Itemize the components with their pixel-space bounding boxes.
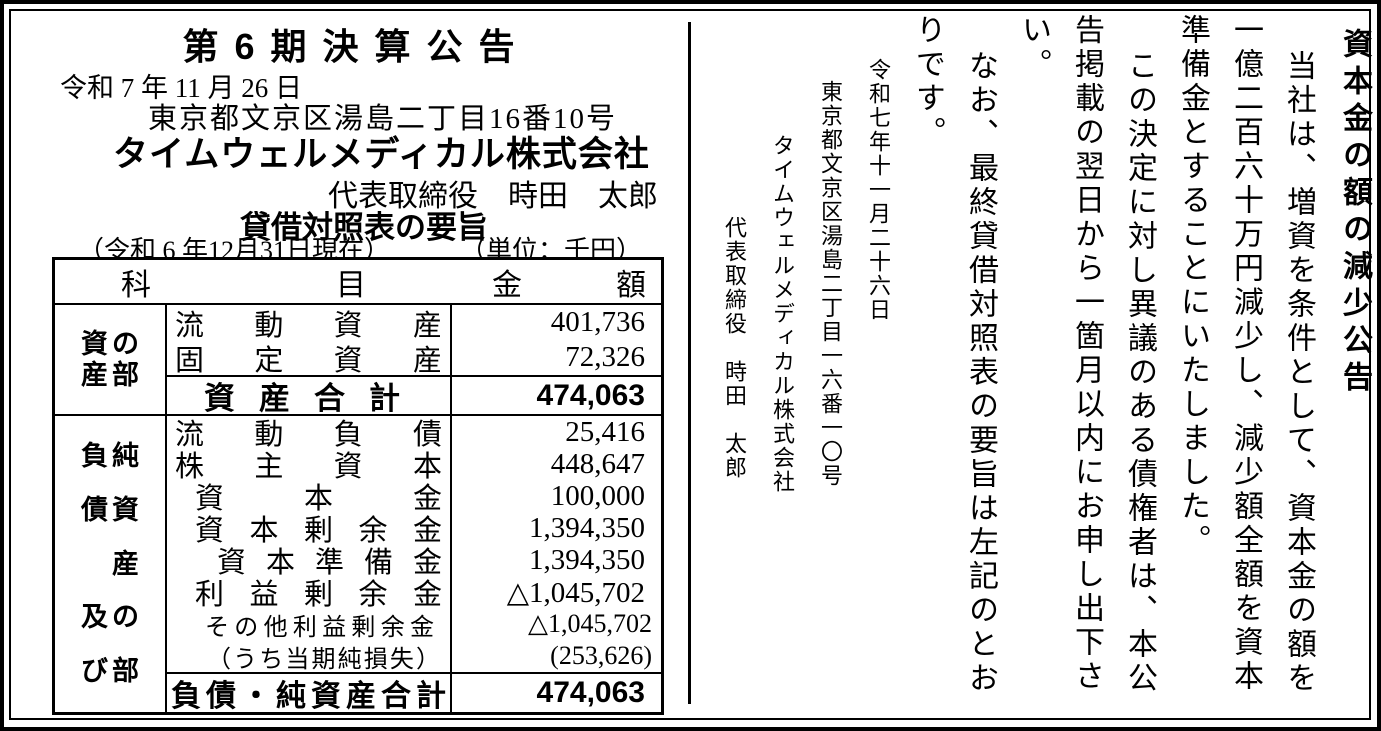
bs-amount-other-retained-earnings: △1,045,702 — [528, 609, 652, 638]
bs-item-shareholders-equity: 株主資本 — [167, 448, 452, 480]
assets-label-col2: の部 — [112, 328, 139, 390]
bs-item-retained-earnings: 利益剰余金 — [167, 576, 452, 608]
liabilities-section-label: 負債 及び 純資産の部 — [55, 416, 167, 712]
bs-item-capital-surplus: 資本剰余金 — [167, 512, 452, 544]
bs-amount-net-loss: (253,626) — [550, 641, 652, 670]
bs-item-current-assets: 流動資産 — [167, 305, 452, 340]
bs-item-capital-stock: 資本金 — [167, 480, 452, 512]
left-company-address: 東京都文京区湯島二丁目16番10号 — [148, 103, 618, 135]
notice-body-line-3: 準備金とすることにいたしました。 — [1176, 14, 1209, 558]
bs-item-other-retained-earnings: その他利益剰余金 — [167, 608, 452, 640]
notice-company-name: タイムウェルメディカル株式会社 — [770, 134, 795, 494]
balance-sheet-table: 科目 金額 資産 の部 流動資産 401,736 固定資産 72,326 資産合… — [52, 257, 664, 715]
bs-amount-capital-stock: 100,000 — [550, 480, 645, 512]
notice-body-line-2: 一億二百六十万円減少し、減少額全額を資本 — [1229, 14, 1262, 694]
left-notice-date: 令和 7 年 11 月 26 日 — [60, 73, 302, 103]
notice-representative: 代表取締役 時田 太郎 — [722, 216, 747, 480]
liabilities-label-col1: 負債 及び — [81, 441, 108, 686]
table-header-item: 科目 — [55, 260, 452, 305]
liabilities-label-col2: 純資産の部 — [112, 441, 139, 686]
balance-sheet-title: 貸借対照表の要旨 — [240, 210, 488, 245]
capital-reduction-notice: 資本金の額の減少公告 当社は、増資を条件として、資本金の額を 一億二百六十万円減… — [697, 14, 1371, 720]
left-notice-title: 第 6 期 決 算 公 告 — [182, 26, 518, 67]
assets-label-col1: 資産 — [81, 328, 108, 390]
bs-item-capital-reserve: 資本準備金 — [167, 544, 452, 576]
column-divider-line — [688, 22, 691, 704]
notice-body-line-5: 告掲載の翌日から一箇月以内にお申し出下さ — [1070, 14, 1103, 694]
notice-body-line-4: この決定に対し異議のある債権者は、本公 — [1123, 50, 1156, 696]
capital-reduction-title: 資本金の額の減少公告 — [1338, 28, 1371, 398]
bs-amount-shareholders-equity: 448,647 — [550, 448, 645, 480]
notice-company-address: 東京都文京区湯島二丁目一六番一〇号 — [818, 80, 843, 488]
bs-item-total-liabilities-net-assets: 負債・純資産合計 — [167, 672, 452, 712]
bs-amount-total-assets: 474,063 — [452, 375, 661, 416]
bs-amount-fixed-assets: 72,326 — [565, 341, 645, 373]
bs-amount-retained-earnings: △1,045,702 — [506, 576, 645, 609]
bs-amount-current-assets: 401,736 — [550, 306, 645, 338]
bs-item-fixed-assets: 固定資産 — [167, 340, 452, 375]
assets-section-label: 資産 の部 — [55, 305, 167, 416]
notice-body-line-8: りです。 — [911, 14, 944, 150]
bs-amount-capital-surplus: 1,394,350 — [529, 512, 645, 544]
bs-amount-total-liabilities-net-assets: 474,063 — [452, 672, 661, 712]
notice-body-line-1: 当社は、増資を条件として、資本金の額を — [1282, 50, 1315, 696]
notice-body-line-6: い。 — [1017, 14, 1050, 82]
bs-item-net-loss: （うち当期純損失） — [167, 640, 452, 672]
bs-amount-capital-reserve: 1,394,350 — [529, 544, 645, 576]
notice-date: 令和七年十一月二十六日 — [866, 58, 891, 322]
bs-amount-current-liabilities: 25,416 — [565, 416, 645, 448]
table-header-amount: 金額 — [452, 260, 661, 305]
notice-body-line-7: なお、最終貸借対照表の要旨は左記のとお — [964, 50, 997, 696]
left-company-name: タイムウェルメディカル株式会社 — [113, 135, 650, 174]
left-representative: 代表取締役 時田 太郎 — [328, 180, 658, 213]
bs-item-current-liabilities: 流動負債 — [167, 416, 452, 448]
bs-item-total-assets: 資産合計 — [167, 375, 452, 416]
